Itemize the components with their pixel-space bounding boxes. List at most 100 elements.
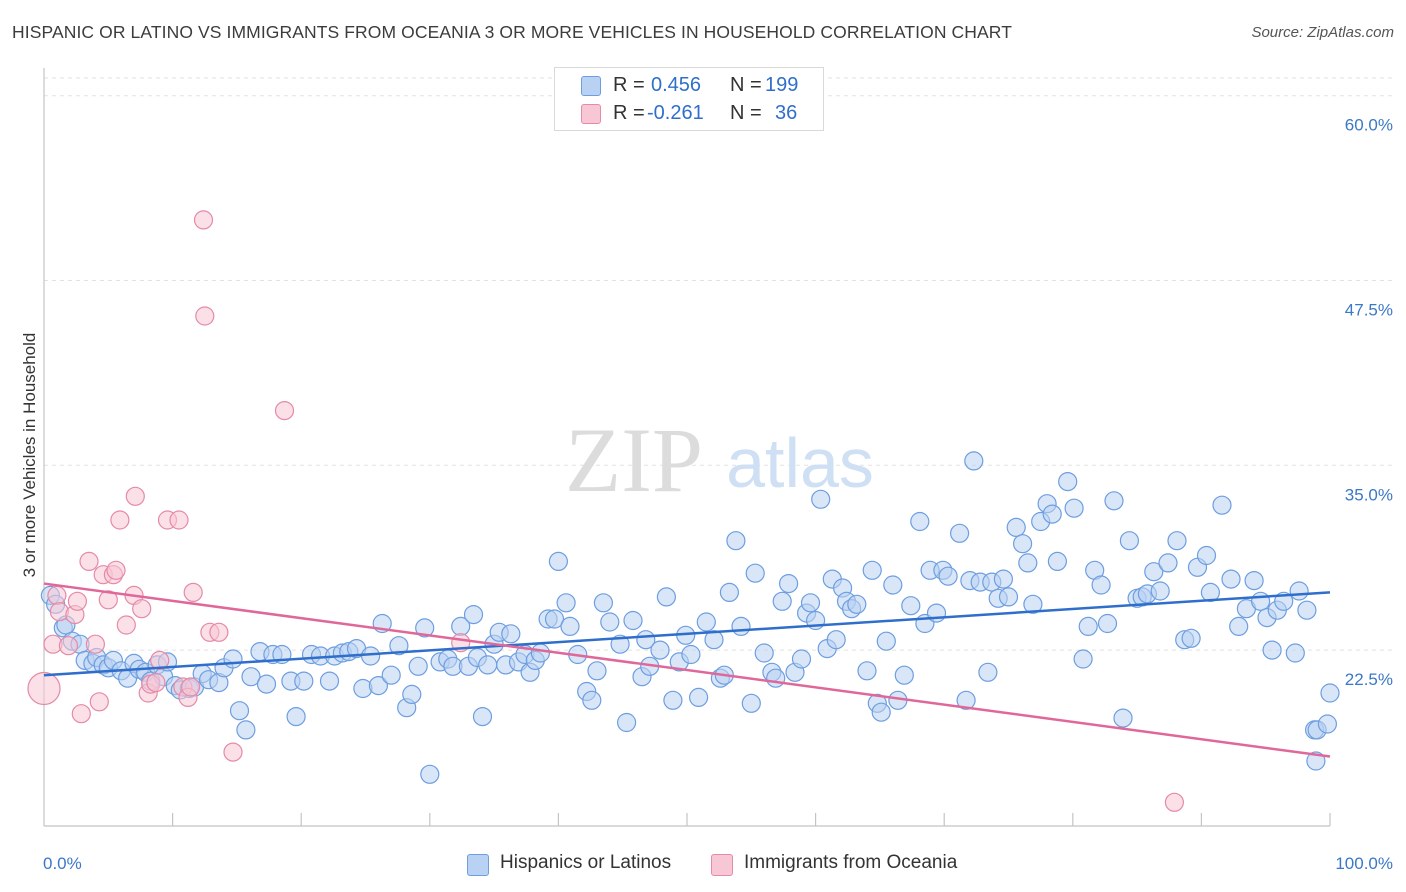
hispanics-point [862, 560, 882, 580]
oceania-point [47, 585, 67, 606]
legend-swatch-pink [581, 104, 601, 124]
hispanics-point [956, 690, 976, 710]
hispanics-point [593, 593, 614, 613]
oceania-point [181, 677, 201, 697]
hispanics-point [1200, 582, 1221, 603]
hispanics-point [381, 665, 401, 685]
tick-labels: 22.5% 35.0% 47.5% 60.0% [1345, 116, 1393, 689]
hispanics-point [1196, 545, 1217, 566]
oceania-point [49, 602, 70, 622]
hispanics-point [1119, 531, 1140, 551]
hispanics-point [791, 649, 812, 669]
oceania-point [85, 634, 106, 654]
oceania-point [98, 590, 118, 610]
stats-legend: R = 0.456 N = 199 R = -0.261 N = 36 [554, 67, 824, 131]
hispanics-point [1320, 683, 1340, 703]
y-tick-label: 35.0% [1345, 485, 1393, 504]
hispanics-point [998, 587, 1019, 607]
hispanics-point [229, 701, 250, 721]
hispanics-point [361, 646, 381, 666]
oceania-point [274, 401, 295, 421]
oceania-point [116, 615, 136, 635]
hispanics-point [1244, 570, 1264, 591]
legend-swatch-blue [581, 76, 601, 96]
legend-n-label: N = [730, 74, 762, 96]
oceania-point [79, 551, 99, 572]
hispanics-point [1262, 640, 1282, 660]
hispanics-point [587, 661, 607, 681]
hispanics-point [530, 643, 551, 663]
hispanics-point [847, 594, 867, 614]
hispanics-point [1221, 569, 1241, 589]
hispanics-point [1297, 600, 1317, 620]
legend-n-value: 36 [775, 102, 798, 124]
hispanics-point [656, 587, 677, 607]
hispanics-point [688, 687, 709, 708]
hispanics-point [294, 671, 314, 691]
legend-r-value: 0.456 [651, 74, 702, 96]
hispanics-point [1167, 531, 1187, 551]
oceania-point [169, 510, 189, 530]
y-tick-label: 22.5% [1345, 670, 1393, 689]
oceania-point [89, 692, 109, 712]
hispanics-point [993, 569, 1014, 589]
hispanics-point [353, 678, 373, 699]
bottom-legend-swatch-pink [711, 854, 733, 876]
oceania-point [27, 671, 61, 706]
hispanics-point [1285, 643, 1305, 663]
hispanics-point [560, 616, 580, 637]
hispanics-point [949, 523, 970, 543]
hispanics-point [319, 671, 340, 691]
hispanics-point [236, 720, 256, 740]
legend-n-label: N = [730, 102, 762, 124]
hispanics-point [1317, 714, 1338, 734]
hispanics-point [745, 563, 765, 583]
hispanics-point [1091, 575, 1111, 595]
hispanics-point [548, 551, 569, 572]
hispanics-point [1064, 498, 1084, 518]
hispanics-point [1058, 472, 1078, 492]
hispanics-point [1113, 708, 1133, 728]
hispanics-point [1104, 491, 1124, 511]
hispanics-point [415, 618, 435, 638]
hispanics-point [463, 604, 484, 625]
hispanics-point [1250, 591, 1271, 611]
hispanics-point [1023, 594, 1043, 614]
oceania-point [58, 636, 79, 656]
hispanics-point [582, 690, 602, 710]
hispanics-point [1144, 562, 1164, 582]
hispanics-point [1289, 581, 1309, 601]
hispanics-point [408, 656, 428, 676]
watermark-zip: ZIP [565, 409, 703, 511]
hispanics-point [741, 693, 761, 713]
hispanics-point [389, 636, 409, 656]
x-tick-start: 0.0% [43, 854, 82, 873]
hispanics-point [883, 575, 903, 595]
y-tick-label: 47.5% [1345, 301, 1393, 320]
hispanics-point [894, 665, 914, 685]
hispanics-point [241, 667, 261, 687]
hispanics-point [1158, 553, 1178, 573]
hispanics-point [704, 630, 724, 650]
hispanics-point [876, 631, 896, 651]
hispanics-point [1078, 616, 1098, 637]
hispanics-point [1229, 616, 1249, 637]
hispanics-point [556, 593, 576, 613]
oceania-point [193, 210, 214, 230]
hispanics-point [1006, 517, 1026, 538]
hispanics-point [1306, 751, 1326, 771]
hispanics-point [420, 764, 440, 784]
y-tick-label: 60.0% [1345, 116, 1393, 135]
hispanics-point [1018, 553, 1038, 573]
x-tick-end: 100.0% [1335, 854, 1393, 873]
series-oceania-points [27, 210, 1185, 812]
oceania-trend-line [43, 582, 1331, 758]
hispanics-point [544, 609, 565, 629]
bottom-legend-swatch-blue [467, 854, 489, 876]
hispanics-point [1073, 649, 1093, 669]
hispanics-point [600, 612, 620, 632]
oceania-point [209, 622, 229, 642]
trend-lines [43, 582, 1331, 758]
hispanics-point [286, 706, 306, 727]
